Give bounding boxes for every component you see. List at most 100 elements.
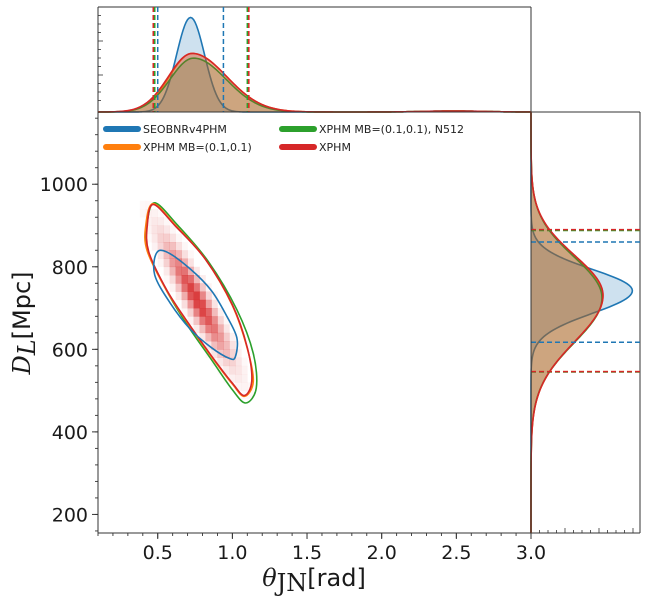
heatmap-cell	[140, 209, 146, 218]
right-marginal-panel	[530, 111, 641, 534]
heatmap-cell	[163, 217, 170, 226]
y-tick-label: 1000	[40, 174, 88, 196]
y-axis-title: DL[Mpc]	[8, 271, 41, 375]
heatmap-cell	[151, 217, 159, 226]
heatmap-cell	[164, 275, 170, 284]
heatmap-cell	[157, 242, 164, 251]
heatmap-cell	[223, 316, 230, 325]
heatmap-cell	[199, 275, 206, 284]
y-tick-label: 400	[52, 422, 88, 444]
heatmap-cell	[169, 258, 176, 268]
heatmap-cell	[217, 357, 224, 367]
heatmap-cell	[187, 258, 194, 268]
heatmap-cell	[241, 358, 247, 367]
heatmap-cell	[229, 332, 236, 342]
heatmap-cell	[241, 382, 248, 391]
heatmap-cell	[199, 299, 206, 309]
axes-layer: 0.5 1.0 1.5 2.0 2.5 3.0 200 400 600 800 1000	[40, 111, 546, 564]
heatmap-cell	[181, 283, 188, 292]
heatmap-cell	[175, 275, 182, 284]
heatmap-cell	[163, 266, 170, 276]
heatmap-cell	[151, 233, 159, 243]
heatmap-cell	[229, 341, 236, 350]
heatmap-cell	[205, 308, 212, 317]
top-density-fill	[98, 53, 531, 112]
heatmap-cell	[235, 349, 242, 358]
right-density-fill	[531, 112, 602, 533]
y-tick-label: 800	[52, 257, 88, 279]
heatmap-cell	[223, 332, 230, 342]
heatmap-cell	[187, 275, 194, 284]
heatmap-cell	[211, 299, 218, 309]
heatmap-cell	[223, 341, 230, 350]
heatmap-cell	[199, 332, 206, 342]
heatmap-cell	[175, 291, 182, 301]
heatmap-cell	[235, 341, 241, 350]
heatmap-cell	[223, 365, 230, 375]
heatmap-cell	[205, 332, 212, 342]
heatmap-cell	[187, 308, 194, 317]
right-density-fill	[531, 112, 603, 533]
heatmap-cell	[211, 308, 218, 317]
heatmap-cell	[157, 225, 164, 235]
heatmap-cell	[181, 266, 188, 276]
heatmap-cell	[140, 201, 146, 210]
heatmap-cell	[211, 341, 218, 350]
heatmap-cell	[175, 233, 182, 243]
heatmap-cell	[217, 332, 224, 342]
y-tick-label: 600	[52, 339, 88, 361]
heatmap-cell	[217, 316, 224, 325]
heatmap-cell	[175, 242, 182, 251]
heatmap-cell	[169, 266, 176, 276]
heatmap-cell	[199, 324, 206, 334]
heatmap-cell	[235, 382, 242, 391]
contour-xphm	[145, 203, 253, 397]
heatmap-cell	[223, 357, 230, 367]
heatmap-cell	[151, 225, 159, 235]
heatmap-cell	[163, 225, 170, 235]
heatmap-cell	[157, 258, 164, 268]
heatmap-cell	[199, 283, 206, 292]
x-tick-label: 2.0	[367, 542, 397, 564]
heatmap-cell	[223, 349, 230, 358]
heatmap-cell	[175, 266, 182, 276]
heatmap-cell	[181, 250, 188, 259]
heatmap-cell	[187, 283, 194, 292]
top-density-fill	[98, 58, 531, 112]
heatmap-cell	[163, 258, 170, 268]
x-axis-title: θJN[rad]	[262, 564, 366, 597]
heatmap-cell	[181, 291, 188, 301]
heatmap-cell	[229, 374, 236, 383]
heatmap-cell	[193, 283, 200, 292]
heatmap-cell	[235, 357, 242, 367]
legend-label: XPHM MB=(0.1,0.1), N512	[319, 123, 464, 136]
heatmap-cell	[241, 374, 248, 383]
heatmap-cell	[181, 258, 188, 268]
x-tick-label: 0.5	[143, 542, 173, 564]
y-tick-label: 200	[52, 504, 88, 526]
heatmap-cell	[211, 349, 218, 358]
heatmap-cell	[175, 250, 182, 259]
heatmap-cell	[145, 225, 153, 235]
heatmap-cell	[193, 299, 200, 309]
heatmap-cell	[205, 324, 212, 334]
heatmap-cell	[199, 291, 206, 301]
heatmap-cell	[193, 308, 200, 317]
heatmap-cell	[163, 242, 170, 251]
legend-label: XPHM	[319, 141, 351, 154]
heatmap-cell	[157, 233, 164, 243]
heatmap-cell	[235, 374, 242, 383]
heatmap-cell	[169, 275, 176, 284]
heatmap-cell	[151, 209, 159, 218]
heatmap-cell	[151, 242, 159, 251]
x-tick-label: 1.5	[292, 542, 322, 564]
x-tick-label: 2.5	[441, 542, 471, 564]
heatmap-cell	[241, 365, 248, 375]
heatmap-cell	[181, 299, 188, 309]
heatmap-cell	[193, 291, 200, 301]
heatmap-cell	[169, 233, 176, 243]
heatmap-cell	[229, 357, 236, 367]
heatmap-cell	[205, 316, 212, 325]
heatmap-cell	[157, 217, 164, 226]
